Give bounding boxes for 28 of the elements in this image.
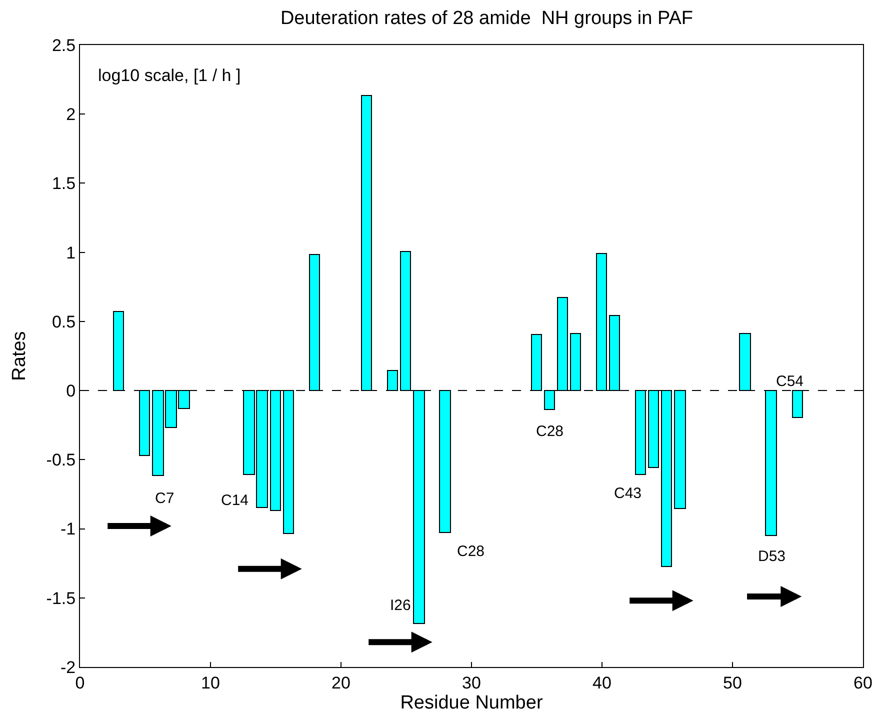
y-tick-label: 1: [66, 243, 76, 262]
y-tick-label: -2: [60, 658, 76, 677]
annotation: C43: [614, 485, 642, 502]
annotation: C7: [155, 490, 174, 507]
y-tick-label: 0: [66, 382, 76, 401]
x-tick-label: 40: [592, 673, 612, 692]
annotation: I26: [390, 597, 411, 614]
y-tick-label: 0.5: [52, 312, 76, 332]
annotation: C28: [536, 423, 564, 440]
chart-title: Deuteration rates of 28 amide NH groups in PAF: [280, 8, 694, 30]
annotation: log10 scale, [1 / h ]: [98, 66, 241, 85]
x-tick-label: 30: [462, 673, 481, 692]
x-tick-label: 20: [332, 673, 350, 692]
x-tick-label: 50: [723, 673, 742, 692]
x-tick-label: 10: [201, 673, 220, 692]
annotation: C28: [457, 543, 485, 560]
annotation: C54: [776, 373, 804, 390]
y-tick-label: -1: [60, 520, 76, 539]
x-axis-title: Residue Number: [400, 692, 544, 714]
y-tick-label: -0.5: [46, 450, 76, 470]
y-tick-label: 2: [66, 105, 76, 124]
y-tick-label: -1.5: [46, 588, 76, 608]
annotation: D53: [758, 548, 786, 565]
x-tick-label: 60: [854, 673, 872, 692]
y-tick-label: 2.5: [52, 36, 76, 55]
annotation: C14: [221, 492, 249, 509]
y-axis-title: Rates: [9, 331, 30, 381]
y-tick-label: 1.5: [52, 174, 76, 194]
